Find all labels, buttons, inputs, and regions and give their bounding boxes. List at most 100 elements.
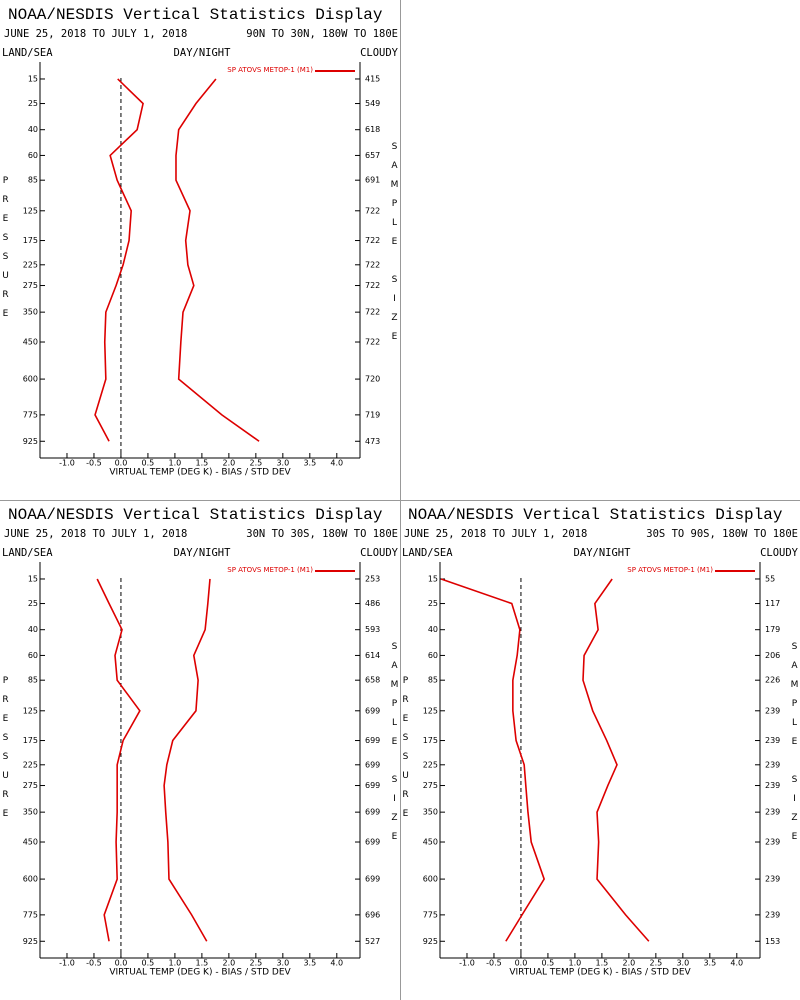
sample-size-label: 55 [765,574,775,583]
x-tick-label: 0.5 [142,459,155,468]
y-tick-label: 15 [428,574,438,583]
y-tick-label: 775 [23,410,38,419]
bias-line [94,78,144,442]
sample-size-label: 614 [365,651,380,660]
x-tick-label: 2.5 [249,959,262,968]
date-range: JUNE 25, 2018 TO JULY 1, 2018 [4,28,187,40]
panel: NOAA/NESDIS Vertical Statistics Display J… [1,506,400,977]
region: 30S TO 90S, 180W TO 180E [646,528,798,540]
sample-size-label: 415 [365,74,380,83]
x-tick-label: 3.0 [276,959,289,968]
sample-size-label: 657 [365,151,380,160]
x-tick-label: 4.0 [730,959,743,968]
right-header: CLOUDY [360,547,399,559]
left-header: LAND/SEA [402,547,453,559]
sample-size-label: 549 [365,99,380,108]
x-tick-label: 2.5 [249,459,262,468]
x-tick-label: 1.0 [169,959,182,968]
sample-size-label: 473 [365,437,380,446]
sample-size-label: 722 [365,236,380,245]
x-axis-label: VIRTUAL TEMP (DEG K) - BIAS / STD DEV [109,468,291,478]
sample-size-label: 696 [365,910,380,919]
y-tick-label: 60 [428,651,438,660]
sample-size-label: 239 [765,875,780,884]
legend-label: SP ATOVS METOP-1 (M1) [627,566,713,574]
y-tick-label: 225 [423,760,438,769]
sample-size-label: 699 [365,706,380,715]
std-dev-line [163,578,211,942]
sample-size-label: 699 [365,760,380,769]
sample-size-label: 527 [365,937,380,946]
sample-size-label: 593 [365,625,380,634]
sample-size-label: 206 [765,651,780,660]
y-tick-label: 925 [23,937,38,946]
y-tick-label: 175 [23,236,38,245]
x-tick-label: 2.5 [649,959,662,968]
region: 30N TO 30S, 180W TO 180E [246,528,398,540]
panel-title: NOAA/NESDIS Vertical Statistics Display [8,6,383,24]
y-tick-label: 85 [28,176,38,185]
y-tick-label: 350 [23,308,38,317]
y-tick-label: 40 [28,625,38,634]
x-tick-label: 1.0 [169,459,182,468]
x-tick-label: -1.0 [59,459,75,468]
panel-title: NOAA/NESDIS Vertical Statistics Display [8,506,383,524]
y-tick-label: 925 [23,437,38,446]
sample-size-label: 691 [365,176,380,185]
x-tick-label: 2.0 [623,959,636,968]
y-tick-label: 25 [428,599,438,608]
y-axis-label: PRESSURE [401,676,411,828]
x-tick-label: 1.0 [569,959,582,968]
x-tick-label: 4.0 [330,459,343,468]
y2-axis-label: SAMPLE SIZE [390,642,400,851]
y-tick-label: 275 [23,781,38,790]
region: 90N TO 30N, 180W TO 180E [246,28,398,40]
sample-size-label: 722 [365,338,380,347]
sample-size-label: 239 [765,910,780,919]
sample-size-label: 179 [765,625,780,634]
legend-label: SP ATOVS METOP-1 (M1) [227,66,313,74]
sample-size-label: 699 [365,875,380,884]
y2-axis-label: SAMPLE SIZE [790,642,800,851]
panel: NOAA/NESDIS Vertical Statistics Display J… [1,6,400,477]
sample-size-label: 699 [365,736,380,745]
sample-size-label: 239 [765,706,780,715]
y-tick-label: 450 [23,838,38,847]
sample-size-label: 117 [765,599,780,608]
sample-size-label: 486 [365,599,380,608]
left-header: LAND/SEA [2,547,53,559]
x-tick-label: 0.0 [515,959,528,968]
y-tick-label: 225 [23,260,38,269]
sample-size-label: 226 [765,676,780,685]
y-tick-label: 40 [428,625,438,634]
legend-label: SP ATOVS METOP-1 (M1) [227,566,313,574]
y-tick-label: 275 [23,281,38,290]
right-header: CLOUDY [360,47,399,59]
std-dev-line [175,78,260,442]
y-tick-label: 40 [28,125,38,134]
x-tick-label: -1.0 [459,959,475,968]
y-tick-label: 350 [423,808,438,817]
x-tick-label: 0.5 [542,959,555,968]
x-tick-label: -0.5 [86,959,102,968]
x-tick-label: 3.0 [276,459,289,468]
panel-title: NOAA/NESDIS Vertical Statistics Display [408,506,783,524]
y-axis-label: PRESSURE [1,176,11,328]
bias-line [96,578,141,942]
y-tick-label: 775 [23,910,38,919]
x-tick-label: 3.5 [303,459,316,468]
sample-size-label: 722 [365,260,380,269]
x-tick-label: 1.5 [196,959,209,968]
sample-size-label: 239 [765,781,780,790]
sample-size-label: 239 [765,736,780,745]
y2-axis-label: SAMPLE SIZE [390,142,400,351]
x-tick-label: -0.5 [86,459,102,468]
sample-size-label: 239 [765,808,780,817]
sample-size-label: 722 [365,281,380,290]
x-tick-label: 3.0 [676,959,689,968]
sample-size-label: 618 [365,125,380,134]
x-axis-label: VIRTUAL TEMP (DEG K) - BIAS / STD DEV [509,968,691,978]
y-tick-label: 925 [423,937,438,946]
x-tick-label: 4.0 [330,959,343,968]
